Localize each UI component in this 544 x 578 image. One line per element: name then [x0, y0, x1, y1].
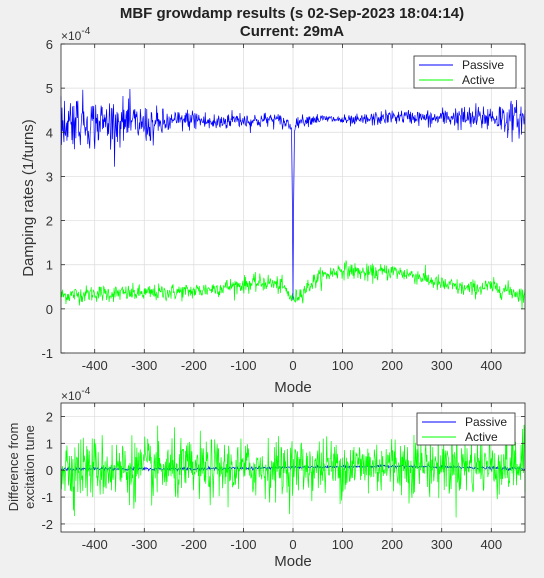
top-xtick-label: 100 — [332, 358, 354, 373]
top-exponent: ×10-4 — [61, 26, 91, 43]
figure-title-line2: Current: 29mA — [240, 23, 344, 40]
top-xlabel: Mode — [274, 379, 312, 396]
bottom-axes: -400 -300 -200 -100 0 100 200 300 400 -2 -1 0 1 2 ×10… — [6, 386, 526, 570]
bottom-xtick-label: -400 — [82, 537, 108, 552]
top-xtick-label: -200 — [181, 358, 207, 373]
bottom-ytick-label: 0 — [46, 463, 53, 478]
bottom-legend: Passive Active — [416, 412, 516, 446]
top-ytick-label: 2 — [46, 214, 53, 229]
top-ytick-label: -1 — [41, 346, 53, 361]
top-ytick-label: 4 — [46, 125, 53, 140]
top-series-passive — [60, 89, 526, 301]
bottom-legend-active-label: Active — [465, 430, 498, 444]
bottom-xtick-label: -100 — [230, 537, 256, 552]
bottom-xtick-label: -300 — [131, 537, 157, 552]
top-legend-active-label: Active — [462, 73, 495, 87]
bottom-exponent: ×10-4 — [61, 386, 91, 403]
bottom-xtick-label: 300 — [431, 537, 453, 552]
bottom-legend-passive-label: Passive — [465, 415, 507, 429]
top-ytick-label: 5 — [46, 81, 53, 96]
top-legend-box — [413, 55, 517, 89]
top-legend-passive-label: Passive — [462, 58, 504, 72]
top-xtick-label: -400 — [82, 358, 108, 373]
bottom-ytick-label: -1 — [41, 490, 53, 505]
bottom-legend-box — [416, 412, 516, 446]
figure-title-line1: MBF growdamp results (s 02-Sep-2023 18:0… — [120, 5, 464, 22]
bottom-series — [60, 421, 526, 518]
top-ytick-label: 6 — [46, 37, 53, 52]
bottom-ytick-label: 1 — [46, 436, 53, 451]
top-ytick-label: 0 — [46, 302, 53, 317]
top-ytick-label: 3 — [46, 169, 53, 184]
bottom-xtick-label: 0 — [289, 537, 296, 552]
top-ticks: -400 -300 -200 -100 0 100 200 300 400 -1 0 1 2 3 4 5 6 — [41, 37, 525, 373]
bottom-xtick-label: 400 — [480, 537, 502, 552]
bottom-xlabel: Mode — [274, 553, 312, 570]
bottom-xtick-label: 200 — [381, 537, 403, 552]
bottom-ylabel-line2: excitation tune — [22, 425, 37, 509]
bottom-ytick-label: 2 — [46, 409, 53, 424]
top-xtick-label: -300 — [131, 358, 157, 373]
bottom-ylabel-line1: Difference from — [6, 423, 21, 512]
top-ylabel: Damping rates (1/turns) — [20, 119, 37, 277]
top-xtick-label: 400 — [480, 358, 502, 373]
top-axes: -400 -300 -200 -100 0 100 200 300 400 -1 0 1 2 3 4 5 6 ×… — [20, 26, 526, 396]
bottom-ticks: -400 -300 -200 -100 0 100 200 300 400 -2 -1 0 1 2 — [41, 403, 525, 552]
top-series-active — [60, 260, 526, 310]
top-xtick-label: 300 — [431, 358, 453, 373]
top-ytick-label: 1 — [46, 258, 53, 273]
top-xtick-label: 0 — [289, 358, 296, 373]
top-xtick-label: -100 — [230, 358, 256, 373]
bottom-xtick-label: -200 — [181, 537, 207, 552]
top-legend: Passive Active — [413, 55, 517, 89]
bottom-series-active — [60, 421, 526, 518]
top-xtick-label: 200 — [381, 358, 403, 373]
bottom-ytick-label: -2 — [41, 517, 53, 532]
top-series — [60, 89, 526, 310]
bottom-xtick-label: 100 — [332, 537, 354, 552]
